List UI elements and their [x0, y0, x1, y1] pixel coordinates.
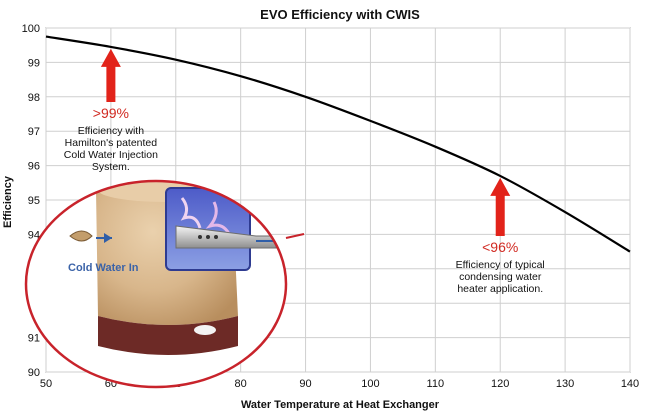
y-tick-label: 95 — [28, 195, 40, 207]
inset-border — [24, 179, 288, 389]
annotation-note-typical-line: Efficiency of typical — [456, 259, 545, 271]
annotation-note-cwis-line: Hamilton's patented — [65, 137, 158, 149]
inlet-valve-icon — [69, 230, 93, 242]
base-opening-icon — [194, 325, 216, 335]
y-tick-label: 94 — [28, 229, 40, 241]
x-axis-label: Water Temperature at Heat Exchanger — [241, 399, 440, 411]
annotation-value-typical: <96% — [482, 239, 518, 255]
y-tick-label: 96 — [28, 161, 40, 173]
x-tick-label: 100 — [361, 378, 379, 390]
annotation-note-typical-line: heater application. — [457, 283, 543, 295]
y-tick-label: 90 — [28, 367, 40, 379]
y-tick-label: 91 — [28, 333, 40, 345]
annotation-value-cwis: >99% — [93, 105, 129, 121]
water-heater-inset: Cold Water In — [24, 179, 305, 389]
y-tick-label: 99 — [28, 57, 40, 69]
up-arrow-typical-icon — [490, 177, 511, 236]
series-layer — [45, 35, 631, 253]
up-arrow-cwis-icon — [100, 48, 121, 102]
x-tick-label: 80 — [235, 378, 247, 390]
x-tick-label: 120 — [491, 378, 509, 390]
flame-swirl-icon — [180, 197, 202, 229]
y-tick-label: 100 — [22, 23, 40, 35]
y-axis-label: Efficiency — [2, 175, 14, 228]
x-tick-label: 90 — [299, 378, 311, 390]
x-tick-label: 130 — [556, 378, 574, 390]
x-tick-label: 50 — [40, 378, 52, 390]
chart-title: EVO Efficiency with CWIS — [260, 7, 420, 22]
x-tick-label: 140 — [621, 378, 639, 390]
annotation-note-cwis-line: System. — [92, 161, 130, 173]
annotation-note-typical-line: condensing water — [459, 271, 542, 283]
y-tick-label: 97 — [28, 126, 40, 138]
annotation-note-cwis-line: Cold Water Injection — [64, 149, 158, 161]
x-tick-label: 110 — [427, 378, 445, 390]
cold-water-in-label: Cold Water In — [68, 262, 139, 274]
y-tick-label: 98 — [28, 92, 40, 104]
efficiency-curve-line — [45, 35, 631, 253]
annotation-note-cwis-line: Efficiency with — [78, 125, 144, 137]
inset-connector — [285, 233, 305, 239]
